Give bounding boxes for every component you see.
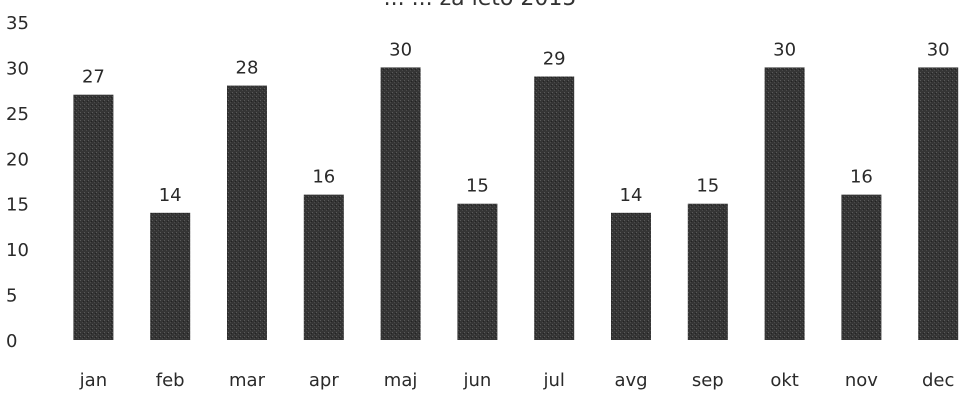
y-tick-label: 25: [6, 104, 29, 125]
x-tick-label: jun: [462, 370, 491, 391]
bars: [73, 67, 959, 340]
x-tick-label: okt: [770, 370, 799, 391]
y-tick-label: 5: [6, 286, 17, 307]
bar: [380, 67, 421, 340]
y-tick-label: 20: [6, 149, 29, 170]
data-label: 30: [927, 39, 950, 60]
chart-title-clip: ... ... za leto 2015: [280, 0, 680, 12]
x-tick-label: dec: [922, 370, 954, 391]
bar: [764, 67, 805, 340]
data-labels: 27 14 28 16 30 15 29 14 15 30 16 30: [82, 39, 950, 205]
data-label: 15: [696, 176, 719, 197]
x-tick-label: jan: [79, 370, 107, 391]
data-label: 16: [312, 167, 335, 188]
x-tick-label: avg: [614, 370, 647, 391]
data-label: 14: [620, 185, 643, 206]
bar: [150, 212, 191, 340]
bar: [841, 194, 882, 340]
bar: [303, 194, 344, 340]
x-tick-label: apr: [309, 370, 339, 391]
chart-title: ... ... za leto 2015: [280, 0, 680, 11]
bar: [457, 203, 498, 340]
x-tick-label: maj: [384, 370, 418, 391]
y-tick-label: 15: [6, 195, 29, 216]
data-label: 30: [389, 39, 412, 60]
y-tick-label: 10: [6, 240, 29, 261]
x-axis: jan feb mar apr maj jun jul avg sep okt nov dec: [79, 370, 955, 391]
data-label: 14: [159, 185, 182, 206]
data-label: 16: [850, 167, 873, 188]
bar: [611, 212, 651, 340]
bar: [534, 76, 575, 340]
x-tick-label: mar: [229, 370, 266, 391]
y-tick-label: 30: [6, 58, 29, 79]
y-tick-label: 0: [6, 331, 17, 352]
data-label: 30: [773, 39, 796, 60]
y-axis: 0 5 10 15 20 25 30 35: [6, 13, 29, 352]
bar: [227, 85, 267, 340]
x-tick-label: nov: [845, 370, 878, 391]
y-tick-label: 35: [6, 13, 29, 34]
data-label: 15: [466, 176, 489, 197]
x-tick-label: jul: [542, 370, 564, 391]
bar: [918, 67, 959, 340]
bar: [687, 203, 728, 340]
bar: [73, 94, 114, 340]
x-tick-label: feb: [156, 370, 185, 391]
data-label: 27: [82, 67, 105, 88]
data-label: 29: [543, 49, 566, 70]
data-label: 28: [236, 58, 259, 79]
x-tick-label: sep: [692, 370, 724, 391]
